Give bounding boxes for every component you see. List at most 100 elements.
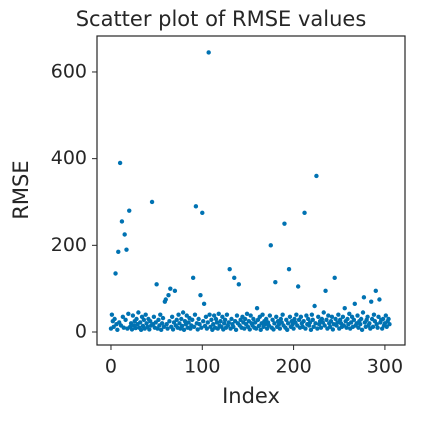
point — [112, 316, 117, 322]
point — [313, 321, 318, 326]
point — [387, 321, 392, 327]
point — [327, 324, 333, 329]
point — [278, 316, 284, 322]
point — [133, 325, 138, 331]
point — [159, 321, 165, 326]
point — [177, 321, 182, 326]
point — [226, 320, 231, 325]
point — [179, 323, 185, 329]
point — [333, 316, 338, 322]
point — [166, 292, 171, 298]
point — [294, 312, 299, 317]
y-tick-label: 400 — [51, 147, 87, 169]
point — [151, 314, 157, 320]
point — [287, 314, 293, 320]
point — [233, 327, 239, 333]
point — [141, 317, 147, 323]
point — [168, 286, 173, 291]
point — [222, 317, 228, 323]
point — [130, 313, 136, 318]
point — [307, 320, 313, 325]
point — [321, 310, 326, 315]
point — [260, 312, 265, 317]
point — [344, 325, 349, 330]
point — [169, 314, 175, 320]
point — [124, 247, 129, 252]
point — [371, 312, 377, 317]
point — [306, 316, 311, 322]
point — [163, 297, 168, 302]
point — [373, 288, 378, 294]
point — [374, 321, 379, 327]
point — [330, 327, 336, 332]
x-tick-label: 100 — [184, 356, 220, 378]
point — [292, 316, 297, 322]
point — [190, 317, 195, 323]
point — [234, 313, 240, 318]
point — [248, 313, 253, 318]
point — [314, 173, 319, 179]
point — [229, 316, 234, 322]
point — [304, 313, 309, 318]
point — [310, 317, 315, 323]
y-tick-label: 0 — [75, 320, 87, 342]
point — [179, 316, 184, 322]
point — [164, 321, 169, 327]
point — [335, 320, 340, 325]
point — [181, 327, 187, 333]
point — [221, 321, 227, 326]
point — [360, 310, 366, 315]
x-tick-label: 0 — [105, 356, 117, 378]
point — [116, 249, 121, 255]
point — [352, 301, 357, 307]
point — [311, 324, 316, 329]
point — [295, 284, 301, 289]
point — [193, 204, 199, 209]
point — [211, 321, 216, 327]
point — [377, 297, 382, 302]
point — [358, 316, 364, 322]
point — [247, 327, 252, 332]
y-axis-label: RMSE — [9, 160, 33, 219]
point — [332, 275, 337, 281]
point — [326, 313, 331, 318]
point — [213, 316, 219, 322]
point — [127, 208, 132, 213]
point — [291, 326, 296, 331]
point — [267, 313, 273, 318]
point — [270, 317, 275, 323]
point — [308, 327, 314, 333]
point — [359, 327, 365, 333]
point — [119, 219, 125, 224]
point — [282, 221, 287, 226]
point — [211, 313, 217, 318]
point — [285, 321, 291, 326]
point — [121, 325, 126, 330]
point — [205, 320, 210, 325]
point — [206, 50, 211, 55]
point — [336, 312, 341, 317]
point — [113, 271, 118, 276]
point — [369, 299, 374, 304]
point — [216, 311, 221, 316]
point — [120, 314, 126, 320]
point — [174, 317, 179, 323]
point — [243, 316, 248, 322]
point — [192, 312, 198, 317]
point — [361, 295, 367, 300]
point — [231, 324, 236, 329]
point — [115, 327, 120, 333]
point — [347, 311, 352, 316]
point — [149, 199, 155, 205]
point — [109, 312, 115, 317]
point — [303, 326, 308, 331]
point — [160, 315, 166, 321]
point — [172, 288, 178, 294]
point — [322, 323, 327, 328]
point — [264, 316, 269, 322]
point — [201, 301, 207, 307]
point — [111, 324, 116, 329]
point — [117, 160, 123, 166]
point — [143, 312, 148, 317]
